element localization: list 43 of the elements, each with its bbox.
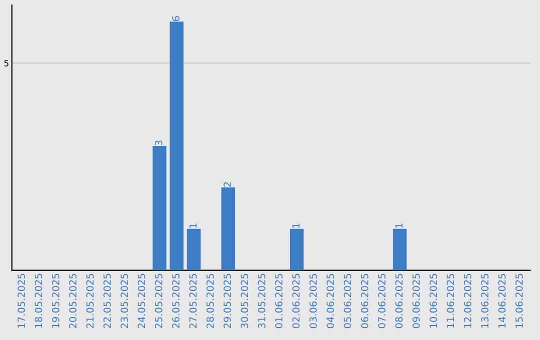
x-tick-label: 09.06.2025: [412, 274, 420, 328]
x-tick-label: 10.06.2025: [430, 274, 437, 328]
data-label: 1: [395, 224, 403, 228]
x-tick-label: 15.06.2025: [515, 274, 523, 328]
x-tick-label: 19.05.2025: [52, 274, 60, 328]
bar: [152, 146, 166, 270]
x-tick-label: 17.05.2025: [18, 274, 25, 328]
bar: [290, 228, 304, 270]
x-tick-label: 07.06.2025: [378, 274, 386, 328]
bar: [221, 187, 236, 270]
x-tick-label: 30.05.2025: [240, 274, 248, 328]
x-tick-label: 03.06.2025: [309, 274, 317, 328]
x-tick-label: 20.05.2025: [69, 274, 76, 328]
data-label: 1: [292, 224, 300, 228]
x-tick-label: 02.06.2025: [292, 274, 300, 328]
data-label: 3: [154, 140, 162, 146]
x-tick-label: 22.05.2025: [103, 274, 111, 328]
bar: [170, 22, 184, 270]
x-tick-label: 01.06.2025: [275, 274, 282, 328]
x-tick-label: 25.05.2025: [154, 274, 162, 328]
x-tick-label: 11.06.2025: [446, 274, 454, 328]
x-tick-label: 13.06.2025: [481, 274, 488, 328]
x-tick-label: 23.05.2025: [120, 274, 128, 328]
bar: [392, 228, 407, 270]
x-tick-label: 24.05.2025: [138, 274, 146, 328]
x-tick-label: 21.05.2025: [86, 274, 94, 328]
data-label: 6: [172, 16, 180, 21]
x-tick-label: 31.05.2025: [258, 274, 266, 328]
bar: [186, 228, 201, 270]
x-tick-label: 04.06.2025: [326, 274, 334, 328]
x-tick-label: 27.05.2025: [189, 274, 197, 328]
x-tick-label: 26.05.2025: [172, 274, 180, 328]
x-tick-label: 05.06.2025: [344, 274, 352, 328]
x-tick-label: 08.06.2025: [395, 274, 403, 328]
x-tick-label: 18.05.2025: [34, 274, 42, 328]
y-tick-label: 5: [4, 60, 8, 66]
x-tick-label: 29.05.2025: [224, 274, 231, 328]
data-label: 1: [189, 224, 197, 228]
x-tick-label: 28.05.2025: [206, 274, 214, 328]
data-label: 2: [224, 182, 231, 187]
x-tick-label: 06.06.2025: [360, 274, 368, 328]
x-tick-label: 12.06.2025: [464, 274, 472, 328]
x-tick-label: 14.06.2025: [498, 274, 506, 328]
